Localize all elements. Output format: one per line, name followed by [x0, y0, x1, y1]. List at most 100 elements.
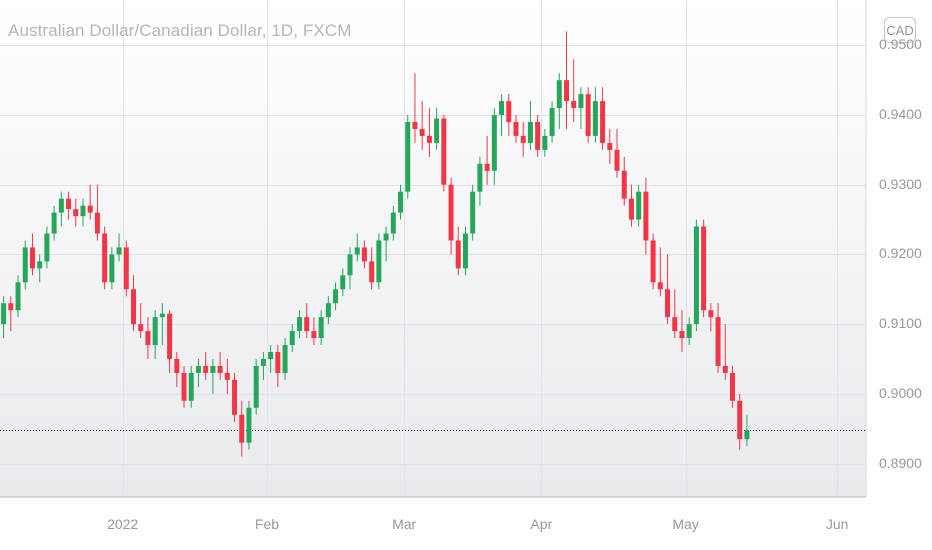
candle	[318, 310, 324, 346]
candle-body	[116, 247, 122, 255]
candle-body	[535, 121, 541, 150]
candle-body	[614, 149, 620, 171]
candle-body	[145, 331, 151, 346]
candle	[549, 101, 555, 143]
candle-body	[462, 233, 468, 269]
candle-body	[636, 191, 642, 220]
candle	[325, 296, 331, 325]
candle-body	[376, 240, 382, 283]
candle	[109, 247, 115, 290]
candle-body	[657, 282, 663, 290]
candle	[203, 352, 209, 380]
candle-body	[455, 240, 461, 269]
candle	[405, 115, 411, 199]
candle	[123, 240, 129, 297]
candle	[470, 184, 476, 241]
candle-body	[513, 121, 519, 136]
candle	[499, 94, 505, 136]
candle	[744, 414, 750, 447]
candle-body	[253, 365, 259, 408]
candle-body	[600, 101, 606, 143]
candle	[585, 87, 591, 143]
candle	[51, 205, 57, 241]
candle	[311, 317, 317, 346]
candle-body	[556, 80, 562, 109]
candle	[455, 226, 461, 276]
candle-body	[448, 184, 454, 241]
candle-body	[181, 372, 187, 401]
candle-body	[8, 303, 14, 311]
y-tick-label: 0.9500	[879, 36, 922, 53]
candle	[246, 400, 252, 450]
candle-body	[22, 247, 28, 283]
candle	[564, 31, 570, 129]
candle	[138, 303, 144, 339]
candle-body	[383, 233, 389, 241]
candle	[253, 358, 259, 415]
candle	[643, 177, 649, 255]
x-tick-label: 2022	[107, 516, 139, 532]
candle	[195, 358, 201, 387]
candle	[102, 226, 108, 290]
candle-body	[29, 247, 35, 269]
candle-body	[491, 115, 497, 171]
candle	[94, 184, 100, 241]
candle-body	[246, 407, 252, 443]
candle-body	[470, 191, 476, 234]
candle	[390, 205, 396, 241]
candle	[477, 156, 483, 206]
candle	[159, 303, 165, 346]
candle	[181, 365, 187, 408]
candle	[347, 247, 353, 290]
candle	[693, 219, 699, 332]
candle	[737, 393, 743, 450]
candle-body	[188, 372, 194, 401]
candle	[217, 352, 223, 380]
candle	[152, 310, 158, 359]
candle	[708, 303, 714, 332]
y-tick-label: 0.9300	[879, 175, 922, 192]
candle	[672, 289, 678, 339]
candle	[15, 275, 21, 318]
candle	[412, 73, 418, 143]
candle	[729, 365, 735, 408]
candle-body	[361, 247, 367, 262]
candle-body	[268, 352, 274, 359]
candle	[657, 247, 663, 297]
candle-body	[347, 254, 353, 276]
candle-body	[499, 101, 505, 116]
candle-body	[87, 205, 93, 213]
candle-body	[260, 358, 266, 366]
candle-body	[643, 191, 649, 241]
candle	[8, 296, 14, 332]
candle	[715, 303, 721, 373]
candle	[73, 198, 79, 227]
candle-body	[506, 101, 512, 122]
candle	[80, 198, 86, 227]
candle-body	[210, 365, 216, 373]
candle-body	[708, 310, 714, 318]
candle	[441, 115, 447, 192]
candle-body	[131, 289, 137, 325]
candle-body	[289, 331, 295, 346]
candle	[701, 219, 707, 318]
candle	[592, 87, 598, 143]
candle	[354, 233, 360, 262]
candle	[210, 358, 216, 394]
candle-body	[369, 261, 375, 283]
candle-body	[174, 358, 180, 373]
candle-body	[340, 275, 346, 290]
candle	[268, 345, 274, 373]
candle	[275, 345, 281, 387]
candle	[340, 268, 346, 297]
candle	[556, 73, 562, 129]
candle-body	[224, 372, 230, 380]
candle-body	[426, 135, 432, 143]
candle-body	[484, 163, 490, 171]
candle	[621, 156, 627, 206]
currency-badge[interactable]: CAD	[884, 17, 916, 43]
candle-body	[585, 94, 591, 136]
candle-body	[1, 303, 7, 325]
candle	[426, 108, 432, 157]
candle	[600, 87, 606, 150]
